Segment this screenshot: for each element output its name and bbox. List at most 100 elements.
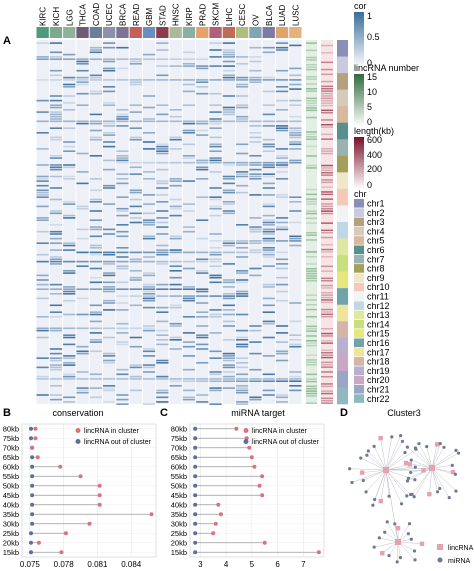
heatmap-cell <box>275 127 289 129</box>
heatmap-cell <box>182 203 196 205</box>
heatmap-cell <box>156 104 169 106</box>
heatmap-cell <box>262 194 275 196</box>
heatmap-cell <box>116 265 129 267</box>
legend-cor-tick: 1 <box>367 11 372 21</box>
heatmap-cell <box>249 380 262 382</box>
network-edge <box>431 447 445 469</box>
length-strip-cell <box>321 402 333 404</box>
heatmap-cell <box>156 343 169 346</box>
legend-chr-label: chr8 <box>367 264 385 274</box>
heatmap-cell <box>222 297 235 300</box>
heatmap-cell <box>103 286 116 288</box>
heatmap-cell <box>249 396 262 399</box>
cancer-type-header <box>129 27 142 38</box>
heatmap-cell <box>236 403 249 405</box>
heatmap-cell <box>142 106 156 109</box>
heatmap-cell <box>142 355 156 357</box>
heatmap-cell <box>289 389 302 392</box>
heatmap-cell <box>103 263 116 265</box>
heatmap-cell <box>103 302 116 304</box>
lincrna-number-strip-cell <box>306 138 317 140</box>
heatmap-cell <box>169 184 182 187</box>
heatmap-cell <box>209 389 222 392</box>
heatmap-cell <box>76 265 89 267</box>
heatmap-cell <box>262 187 275 189</box>
heatmap-cell <box>275 129 289 132</box>
heatmap-cell <box>36 394 49 396</box>
length-strip-cell <box>321 256 333 258</box>
heatmap-cell <box>209 332 222 334</box>
lincrna-number-strip-cell <box>306 66 317 68</box>
length-strip-cell <box>321 88 333 90</box>
heatmap-cell <box>262 90 275 93</box>
length-strip-cell <box>321 371 333 373</box>
data-point-in-cluster <box>260 493 265 498</box>
heatmap-cell <box>196 343 209 346</box>
lincrna-number-strip-cell <box>306 83 317 85</box>
heatmap-cell <box>89 276 102 279</box>
legend-label: lincRNA in cluster <box>84 428 140 435</box>
heatmap-cell <box>275 157 289 159</box>
heatmap-cell <box>275 49 289 51</box>
lincrna-number-strip-cell <box>306 330 317 332</box>
heatmap-cell <box>209 150 222 152</box>
length-strip-cell <box>321 265 333 268</box>
heatmap-cell <box>249 249 262 251</box>
heatmap-cell <box>103 290 116 293</box>
legend-chr-label: chr19 <box>367 366 390 376</box>
length-strip-cell <box>321 280 333 282</box>
lincrna-number-strip-cell <box>306 335 317 337</box>
heatmap-cell <box>262 230 275 233</box>
heatmap-cell <box>76 81 89 83</box>
heatmap-cell <box>116 173 129 175</box>
heatmap-cell <box>129 58 142 60</box>
heatmap-cell <box>209 49 222 51</box>
heatmap-cell <box>209 274 222 277</box>
lincrna-number-strip <box>306 40 317 404</box>
heatmap-cell <box>249 141 262 143</box>
heatmap-cell <box>103 281 116 284</box>
network-edge <box>415 447 433 469</box>
heatmap-cell <box>142 171 156 173</box>
heatmap-cell <box>289 129 302 132</box>
heatmap-cell <box>116 302 129 304</box>
heatmap-column <box>222 40 235 404</box>
lincrna-number-strip-cell <box>306 388 317 390</box>
lincrna-number-strip-cell <box>306 316 317 318</box>
legend-chr-label: chr21 <box>367 385 390 395</box>
network-edge <box>365 469 387 493</box>
heatmap-cell <box>156 150 169 152</box>
heatmap-cell <box>249 228 262 231</box>
heatmap-cell <box>222 182 235 185</box>
network-edge <box>385 435 401 471</box>
data-point-out-of-cluster <box>30 483 35 488</box>
heatmap-cell <box>262 145 275 148</box>
heatmap-cell <box>63 357 76 359</box>
heatmap-cell <box>89 201 102 203</box>
mirna-node <box>403 450 407 455</box>
length-strip-cell <box>321 167 333 169</box>
heatmap-cell <box>236 270 249 272</box>
heatmap-cell <box>209 350 222 353</box>
heatmap-cell <box>76 387 89 389</box>
heatmap-cell <box>169 136 182 139</box>
heatmap-cell <box>76 228 89 231</box>
chromosome-strip-segment <box>337 155 348 173</box>
heatmap-cell <box>89 178 102 180</box>
heatmap-cell <box>103 355 116 357</box>
legend-chr-label: chr16 <box>367 338 390 348</box>
heatmap-cell <box>196 272 209 274</box>
heatmap-cell <box>196 58 209 60</box>
heatmap-cell <box>262 214 275 217</box>
heatmap-column <box>169 40 182 404</box>
heatmap-cell <box>142 378 156 380</box>
heatmap-cell <box>262 125 275 127</box>
heatmap-cell <box>116 224 129 226</box>
heatmap-cell <box>182 299 196 302</box>
heatmap-cell <box>129 389 142 392</box>
heatmap-cell <box>63 355 76 357</box>
legend-chr-title: chr <box>354 189 367 199</box>
heatmap-cell <box>103 184 116 187</box>
heatmap-cell <box>76 378 89 380</box>
heatmap-cell <box>249 120 262 123</box>
